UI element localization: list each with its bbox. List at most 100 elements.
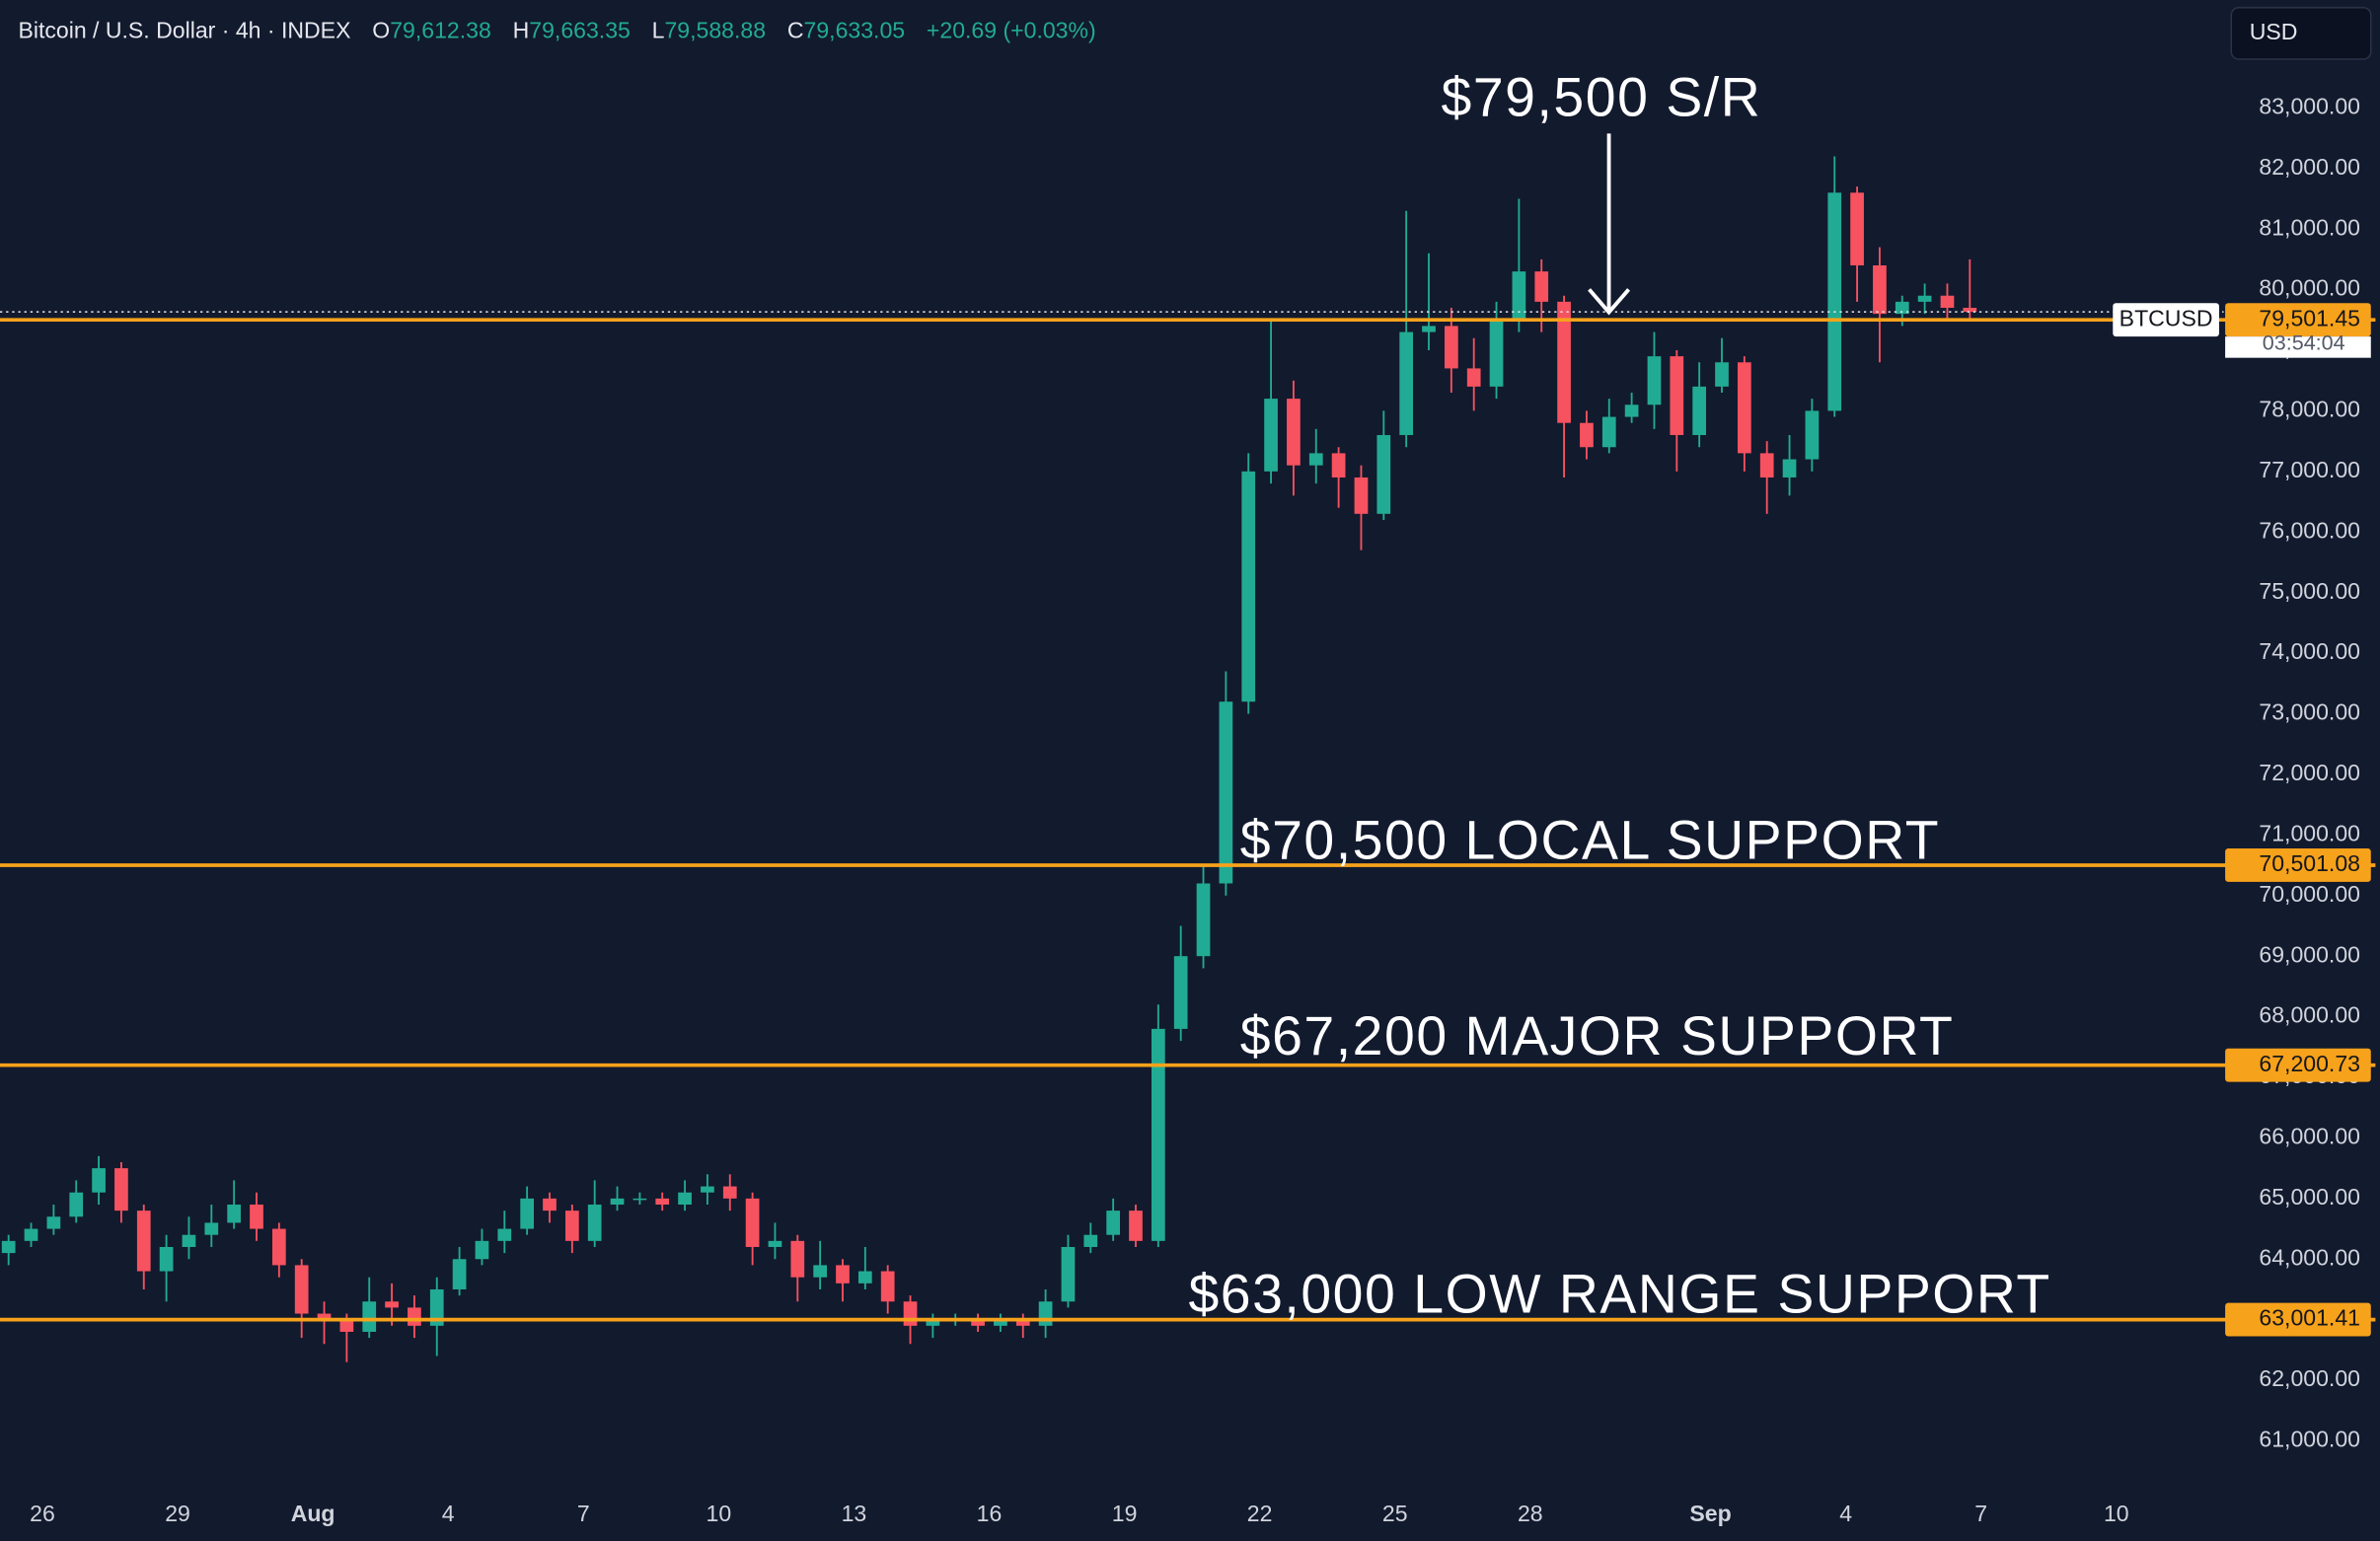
- level-price-box: [2225, 1048, 2371, 1082]
- candle-body: [1151, 1028, 1165, 1241]
- x-tick-label: 16: [977, 1501, 1003, 1526]
- candle-body: [1422, 326, 1436, 332]
- plot-area: [1, 156, 1977, 1362]
- candle-body: [790, 1240, 805, 1278]
- candle-body: [632, 1198, 647, 1201]
- candle-body: [227, 1204, 241, 1223]
- candle-body: [1601, 416, 1616, 448]
- candle-body: [362, 1301, 377, 1332]
- chart-header: Bitcoin / U.S. Dollar · 4h · INDEX O79,6…: [18, 17, 1095, 42]
- level-price-label: 70,501.08: [2259, 850, 2360, 876]
- level-annotation: $79,500 S/R: [1442, 67, 1762, 128]
- candle-body: [1106, 1211, 1121, 1235]
- y-tick-label: 74,000.00: [2259, 638, 2360, 664]
- x-tick-label: 4: [442, 1501, 455, 1526]
- candle-body: [903, 1301, 918, 1326]
- candle-body: [678, 1192, 692, 1205]
- candle-body: [564, 1211, 579, 1241]
- level-price-box: [2225, 1302, 2371, 1337]
- high-value: 79,663.35: [529, 17, 631, 42]
- candle-body: [1963, 308, 1977, 313]
- candle-body: [1512, 271, 1526, 321]
- currency-label[interactable]: USD: [2250, 19, 2298, 44]
- candle-body: [1850, 192, 1864, 266]
- candle-body: [1287, 399, 1301, 466]
- close-label: C: [787, 17, 804, 42]
- level-price-box: [2225, 303, 2371, 337]
- candle-body: [1331, 453, 1346, 477]
- candle-body: [926, 1319, 940, 1326]
- candle-body: [92, 1168, 106, 1193]
- candle-body: [655, 1198, 670, 1205]
- candle-body: [1624, 404, 1639, 417]
- candle-body: [880, 1271, 895, 1302]
- candle-body: [1015, 1319, 1030, 1326]
- y-tick-label: 62,000.00: [2259, 1365, 2360, 1391]
- open-value: 79,612.38: [390, 17, 491, 42]
- candle-body: [1557, 301, 1571, 423]
- x-tick-label: 29: [165, 1501, 190, 1526]
- candle-body: [610, 1198, 625, 1205]
- candle-body: [69, 1192, 84, 1217]
- y-tick-label: 83,000.00: [2259, 93, 2360, 118]
- x-tick-label: 26: [30, 1501, 55, 1526]
- candle-body: [1647, 356, 1662, 405]
- candle-body: [1805, 410, 1820, 460]
- level-price-label: 67,200.73: [2259, 1051, 2360, 1076]
- candle-body: [1, 1240, 16, 1254]
- x-tick-label: 25: [1382, 1501, 1408, 1526]
- level-annotation: $70,500 LOCAL SUPPORT: [1240, 809, 1940, 870]
- candle-body: [768, 1240, 782, 1247]
- x-tick-label: 19: [1112, 1501, 1138, 1526]
- y-tick-label: 77,000.00: [2259, 457, 2360, 482]
- y-tick-label: 61,000.00: [2259, 1427, 2360, 1452]
- y-tick-label: 65,000.00: [2259, 1184, 2360, 1210]
- countdown-box: [2225, 336, 2371, 358]
- candle-body: [1399, 331, 1414, 435]
- candle-body: [1241, 471, 1256, 702]
- candle-body: [1083, 1234, 1098, 1247]
- high-label: H: [513, 17, 530, 42]
- candle-body: [182, 1234, 196, 1247]
- low-value: 79,588.88: [664, 17, 766, 42]
- candle-body: [1444, 326, 1458, 369]
- candle-body: [1580, 422, 1594, 448]
- candle-body: [722, 1186, 737, 1199]
- x-tick-label: 13: [842, 1501, 867, 1526]
- candle-body: [271, 1228, 286, 1266]
- change-value: +20.69 (+0.03%): [927, 17, 1096, 42]
- candle-body: [46, 1216, 61, 1229]
- candle-body: [1940, 295, 1955, 309]
- candle-body: [452, 1259, 467, 1289]
- candle-body: [543, 1198, 557, 1211]
- candle-body: [1264, 399, 1278, 472]
- x-tick-label: 7: [577, 1501, 590, 1526]
- candle-body: [294, 1265, 309, 1314]
- candle-body: [857, 1271, 872, 1284]
- candle-body: [475, 1240, 489, 1260]
- y-tick-label: 72,000.00: [2259, 760, 2360, 785]
- candle-body: [1466, 368, 1481, 387]
- candle-body: [1715, 362, 1729, 387]
- candle-body: [745, 1198, 760, 1247]
- x-tick-label: 10: [2104, 1501, 2129, 1526]
- candle-body: [317, 1313, 332, 1320]
- x-tick-label: 22: [1247, 1501, 1273, 1526]
- level-price-label: 63,001.41: [2259, 1305, 2360, 1331]
- level-annotation: $67,200 MAJOR SUPPORT: [1240, 1005, 1955, 1066]
- y-tick-label: 66,000.00: [2259, 1124, 2360, 1149]
- candle-body: [24, 1228, 38, 1241]
- candle-body: [994, 1319, 1007, 1326]
- annotation-arrowhead: [1588, 288, 1631, 316]
- candle-body: [250, 1204, 263, 1229]
- x-tick-label: Sep: [1689, 1501, 1731, 1526]
- currency-button[interactable]: [2230, 6, 2372, 60]
- candle-body: [497, 1228, 512, 1241]
- open-label: O: [372, 17, 390, 42]
- y-tick-label: 69,000.00: [2259, 941, 2360, 967]
- symbol-title: Bitcoin / U.S. Dollar · 4h · INDEX: [18, 17, 350, 42]
- candle-body: [520, 1198, 535, 1229]
- y-tick-label: 80,000.00: [2259, 275, 2360, 301]
